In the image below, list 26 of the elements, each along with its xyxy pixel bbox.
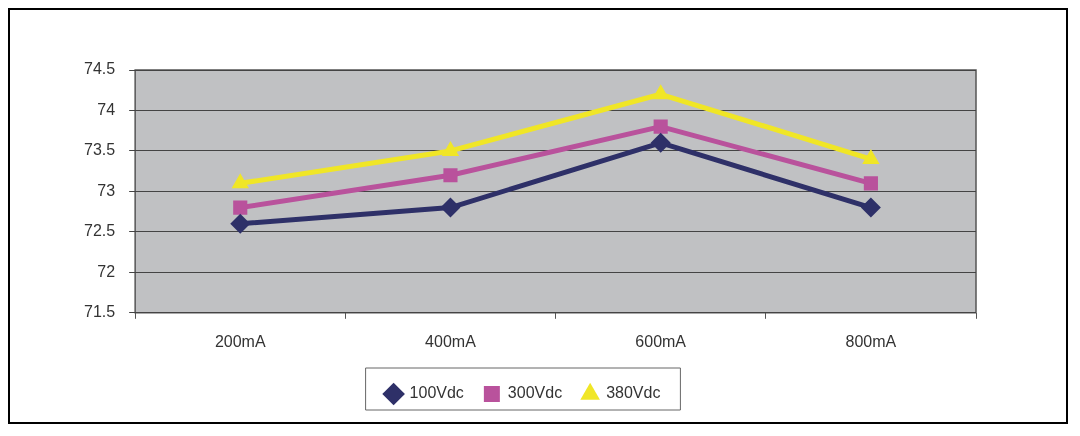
- point: [652, 84, 670, 100]
- point: [231, 173, 249, 189]
- y-tick-label: 72.5: [84, 222, 116, 240]
- point: [860, 197, 881, 218]
- x-tick-label: 200mA: [214, 332, 266, 350]
- y-tick-label: 74.5: [84, 60, 116, 78]
- y-tick-label: 71.5: [84, 303, 116, 321]
- point: [653, 119, 668, 134]
- legend-label: 100Vdc: [409, 384, 464, 402]
- x-tick-label: 800mA: [845, 332, 897, 350]
- y-tick-label: 73.5: [84, 141, 116, 159]
- legend-label: 300Vdc: [507, 384, 563, 402]
- legend-label: 380Vdc: [606, 384, 661, 402]
- point: [443, 168, 458, 183]
- point: [863, 176, 878, 191]
- point: [233, 200, 248, 215]
- x-tick-label: 400mA: [425, 332, 477, 350]
- point: [441, 140, 460, 156]
- point: [862, 149, 880, 165]
- x-tick-label: 600mA: [635, 332, 687, 350]
- y-tick-label: 73: [97, 181, 116, 199]
- y-tick-label: 74: [97, 100, 116, 118]
- point: [650, 132, 671, 153]
- point: [230, 213, 251, 234]
- point: [440, 197, 461, 218]
- y-tick-label: 72: [97, 262, 116, 280]
